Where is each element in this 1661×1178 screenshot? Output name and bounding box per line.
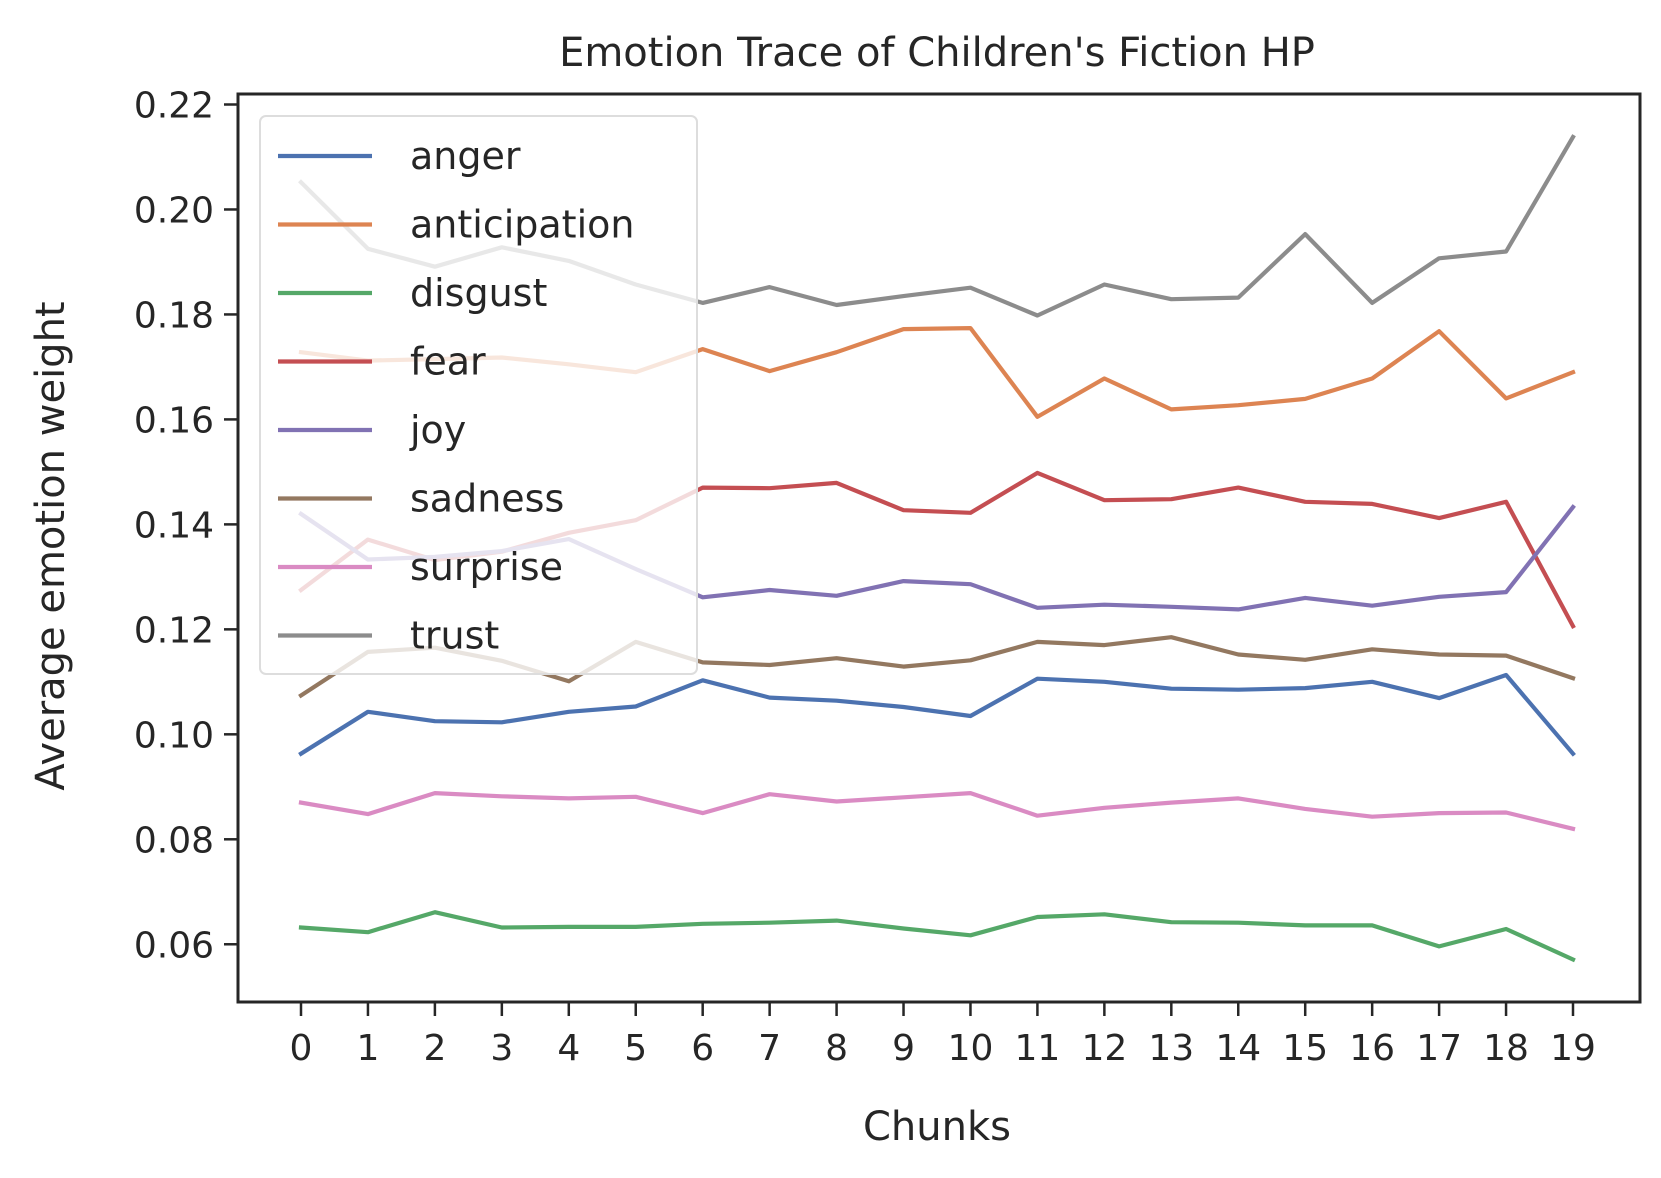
y-axis-label: Average emotion weight [28, 301, 74, 790]
x-tick-label: 11 [1015, 1028, 1061, 1069]
y-tick-label: 0.14 [134, 505, 214, 546]
y-tick-label: 0.16 [134, 400, 214, 441]
legend-label-anger: anger [410, 134, 521, 178]
x-tick-label: 10 [948, 1028, 994, 1069]
y-tick-label: 0.08 [134, 820, 214, 861]
y-tick-label: 0.06 [134, 925, 214, 966]
x-tick-label: 8 [825, 1028, 848, 1069]
legend-label-fear: fear [410, 340, 486, 384]
series-line-disgust [298, 910, 1576, 963]
series-line-anger [298, 672, 1576, 757]
x-tick-label: 3 [490, 1028, 513, 1069]
x-tick-label: 5 [624, 1028, 647, 1069]
legend-label-joy: joy [409, 408, 466, 452]
axes: 0 1 2 3 4 5 6 7 8 9 10 11 12 13 14 15 16 17 18 190.060.080.… [134, 85, 1642, 1069]
legend-label-surprise: surprise [410, 545, 563, 589]
legend-label-sadness: sadness [410, 477, 564, 521]
y-tick-label: 0.12 [134, 610, 214, 651]
x-tick-label: 13 [1148, 1028, 1194, 1069]
legend-label-trust: trust [410, 614, 499, 658]
x-tick-label: 14 [1215, 1028, 1261, 1069]
x-tick-label: 0 [290, 1028, 313, 1069]
x-tick-label: 12 [1081, 1028, 1127, 1069]
x-tick-label: 15 [1282, 1028, 1328, 1069]
x-tick-label: 16 [1349, 1028, 1395, 1069]
x-tick-label: 7 [758, 1028, 781, 1069]
y-tick-label: 0.20 [134, 190, 214, 231]
series-line-surprise [298, 790, 1576, 832]
x-tick-label: 4 [557, 1028, 580, 1069]
y-tick-label: 0.10 [134, 715, 214, 756]
x-tick-label: 17 [1416, 1028, 1462, 1069]
x-tick-label: 18 [1483, 1028, 1529, 1069]
x-tick-label: 19 [1550, 1028, 1596, 1069]
legend-label-anticipation: anticipation [410, 203, 634, 247]
x-axis-label: Chunks [863, 1104, 1011, 1150]
y-tick-label: 0.22 [134, 85, 214, 126]
axes-frame [236, 92, 1642, 1004]
legend-label-disgust: disgust [410, 271, 547, 315]
legend-box [259, 115, 698, 675]
y-tick-label: 0.18 [134, 295, 214, 336]
x-tick-label: 9 [892, 1028, 915, 1069]
x-tick-label: 6 [691, 1028, 714, 1069]
x-tick-label: 2 [423, 1028, 446, 1069]
x-tick-label: 1 [356, 1028, 379, 1069]
legend: anger anticipation disgust fear joy sadness su… [259, 115, 698, 675]
chart-title: Emotion Trace of Children's Fiction HP [559, 30, 1315, 76]
